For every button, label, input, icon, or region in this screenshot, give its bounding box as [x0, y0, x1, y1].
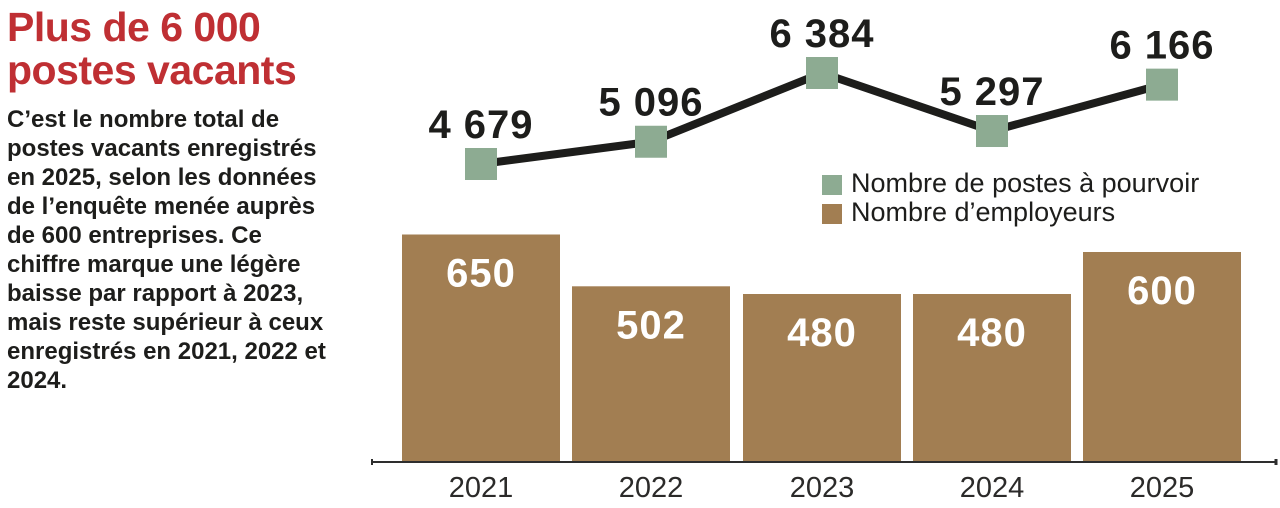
- legend-label-postes: Nombre de postes à pourvoir: [851, 168, 1199, 198]
- line-point-marker: [635, 125, 667, 158]
- x-axis-year-label: 2025: [1130, 472, 1195, 504]
- legend-label-employeurs: Nombre d’employeurs: [851, 197, 1115, 227]
- bar-value-label: 650: [446, 252, 516, 296]
- bar-value-label: 480: [957, 311, 1027, 355]
- line-point-marker: [1146, 68, 1178, 101]
- line-point-marker: [465, 148, 497, 180]
- point-value-label: 6 384: [769, 12, 874, 56]
- summary-panel: Plus de 6 000 postes vacants C’est le no…: [7, 4, 339, 395]
- bar: [913, 294, 1071, 462]
- headline: Plus de 6 000 postes vacants: [7, 4, 297, 94]
- point-value-label: 6 166: [1109, 24, 1214, 68]
- bar: [572, 286, 730, 462]
- bar-value-label: 480: [787, 311, 857, 355]
- point-value-label: 4 679: [428, 103, 533, 147]
- x-axis-year-label: 2023: [790, 472, 855, 504]
- summary-text: C’est le nombre total de postes vacants …: [7, 105, 326, 395]
- line-point-marker: [806, 57, 838, 90]
- x-axis-year-label: 2022: [619, 472, 684, 504]
- bar: [402, 234, 560, 462]
- legend-swatch-employeurs: [822, 204, 842, 224]
- point-value-label: 5 297: [939, 70, 1044, 114]
- x-axis-year-label: 2024: [960, 472, 1025, 504]
- point-value-label: 5 096: [598, 81, 703, 125]
- bar-value-label: 502: [616, 303, 686, 347]
- bar: [743, 294, 901, 462]
- x-axis-year-label: 2021: [449, 472, 514, 504]
- legend-swatch-postes: [822, 175, 842, 195]
- bar-value-label: 600: [1127, 269, 1197, 313]
- bar: [1083, 252, 1241, 462]
- line-point-marker: [976, 115, 1008, 148]
